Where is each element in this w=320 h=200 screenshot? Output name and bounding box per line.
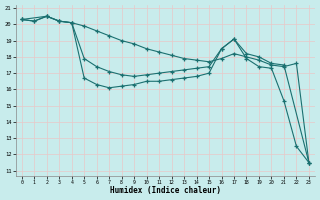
X-axis label: Humidex (Indice chaleur): Humidex (Indice chaleur) [110,186,221,195]
